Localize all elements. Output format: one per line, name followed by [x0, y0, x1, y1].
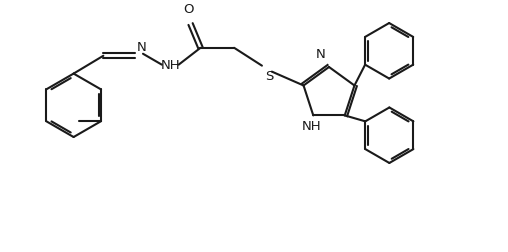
Text: O: O	[183, 3, 194, 16]
Text: N: N	[315, 48, 325, 61]
Text: NH: NH	[301, 120, 321, 133]
Text: S: S	[265, 70, 273, 83]
Text: NH: NH	[161, 59, 180, 72]
Text: N: N	[137, 41, 147, 54]
